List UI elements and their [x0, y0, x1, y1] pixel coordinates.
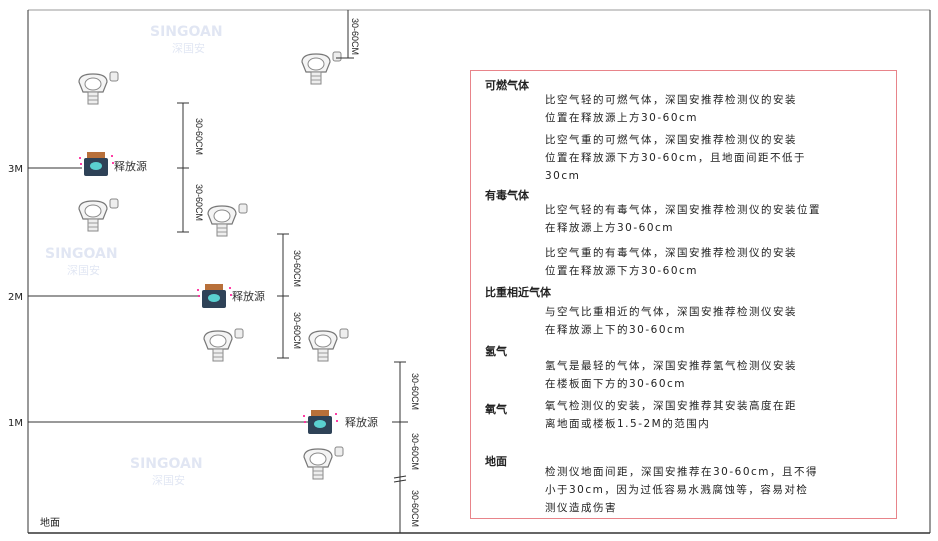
text-line: 氢气是最轻的气体，深国安推荐氢气检测仪安装 — [545, 360, 797, 372]
dimension-label: 30-60CM — [410, 433, 420, 470]
text-line: 比空气重的可燃气体，深国安推荐检测仪的安装 — [545, 134, 797, 146]
watermark-logo: SINGOAN — [45, 246, 118, 262]
dimension-label: 30-60CM — [410, 490, 420, 527]
detector-icon — [207, 203, 248, 237]
text-line: 位置在释放源上方30-60cm — [545, 112, 699, 124]
text-line: 氧气检测仪的安装，深国安推荐其安装高度在距 — [545, 400, 797, 412]
combustible-light-text: 比空气轻的可燃气体，深国安推荐检测仪的安装 位置在释放源上方30-60cm — [545, 91, 797, 127]
dimension-labels: 30-60CM 30-60CM 30-60CM 30-60CM 30-60CM … — [194, 18, 420, 527]
text-line: 在楼板面下方的30-60cm — [545, 378, 687, 390]
detector-icon — [303, 446, 344, 480]
text-line: 比空气重的有毒气体，深国安推荐检测仪的安装 — [545, 247, 797, 259]
section-title-combustible: 可燃气体 — [485, 79, 529, 92]
section-title-hydrogen: 氢气 — [485, 345, 507, 358]
installation-guide-panel: 可燃气体 比空气轻的可燃气体，深国安推荐检测仪的安装 位置在释放源上方30-60… — [470, 70, 897, 519]
level-3m-label: 3M — [8, 164, 23, 175]
section-title-similar: 比重相近气体 — [485, 286, 551, 299]
dimension-label: 30-60CM — [410, 373, 420, 410]
text-line: 比空气轻的有毒气体，深国安推荐检测仪的安装位置 — [545, 204, 821, 216]
ground-text: 检测仪地面间距，深国安推荐在30-60cm，且不得 小于30cm，因为过低容易水… — [545, 463, 818, 517]
gas-source-icon — [79, 152, 114, 176]
watermark-logo: SINGOAN — [150, 24, 223, 40]
text-line: 离地面或楼板1.5-2M的范围内 — [545, 418, 711, 430]
source-label: 释放源 — [345, 415, 378, 429]
dimension-label: 30-60CM — [292, 250, 302, 287]
hydrogen-text: 氢气是最轻的气体，深国安推荐氢气检测仪安装 在楼板面下方的30-60cm — [545, 357, 797, 393]
watermark-name: 深国安 — [152, 473, 185, 487]
dimension-label: 30-60CM — [292, 312, 302, 349]
text-line: 在释放源上下的30-60cm — [545, 324, 687, 336]
similar-text: 与空气比重相近的气体，深国安推荐检测仪安装 在释放源上下的30-60cm — [545, 303, 797, 339]
text-line: 小于30cm，因为过低容易水溅腐蚀等，容易对检 — [545, 484, 809, 496]
text-line: 测仪造成伤害 — [545, 502, 617, 514]
detector-icon — [308, 328, 349, 362]
level-1m-label: 1M — [8, 418, 23, 429]
gas-source-icon — [303, 410, 338, 434]
detector-icon — [78, 71, 119, 105]
section-title-toxic: 有毒气体 — [485, 189, 529, 202]
ground-label: 地面 — [40, 516, 60, 529]
watermark-logo: SINGOAN — [130, 456, 203, 472]
oxygen-text: 氧气检测仪的安装，深国安推荐其安装高度在距 离地面或楼板1.5-2M的范围内 — [545, 397, 797, 433]
watermarks: SINGOAN 深国安 SINGOAN 深国安 SINGOAN 深国安 — [45, 24, 223, 487]
level-2m-label: 2M — [8, 292, 23, 303]
source-label: 释放源 — [232, 289, 265, 303]
text-line: 位置在释放源下方30-60cm，且地面间距不低于 — [545, 152, 807, 164]
dimension-label: 30-60CM — [194, 118, 204, 155]
detector-icon — [203, 328, 244, 362]
section-title-ground: 地面 — [485, 455, 507, 468]
watermark-name: 深国安 — [67, 263, 100, 277]
text-line: 在释放源上方30-60cm — [545, 222, 675, 234]
detector-icon — [78, 198, 119, 232]
toxic-heavy-text: 比空气重的有毒气体，深国安推荐检测仪的安装 位置在释放源下方30-60cm — [545, 244, 797, 280]
combustible-heavy-text: 比空气重的可燃气体，深国安推荐检测仪的安装 位置在释放源下方30-60cm，且地… — [545, 131, 806, 185]
text-line: 位置在释放源下方30-60cm — [545, 265, 699, 277]
gas-source-icon — [197, 284, 232, 308]
text-line: 检测仪地面间距，深国安推荐在30-60cm，且不得 — [545, 466, 819, 478]
frame — [27, 9, 931, 534]
text-line: 比空气轻的可燃气体，深国安推荐检测仪的安装 — [545, 94, 797, 106]
text-line: 30cm — [545, 170, 581, 182]
dimension-lines — [177, 10, 408, 533]
toxic-light-text: 比空气轻的有毒气体，深国安推荐检测仪的安装位置 在释放源上方30-60cm — [545, 201, 821, 237]
detector-icon — [301, 51, 342, 85]
dimension-label: 30-60CM — [194, 184, 204, 221]
text-line: 与空气比重相近的气体，深国安推荐检测仪安装 — [545, 306, 797, 318]
source-label: 释放源 — [114, 159, 147, 173]
dimension-label: 30-60CM — [350, 18, 360, 55]
section-title-oxygen: 氧气 — [485, 403, 507, 416]
watermark-name: 深国安 — [172, 41, 205, 55]
